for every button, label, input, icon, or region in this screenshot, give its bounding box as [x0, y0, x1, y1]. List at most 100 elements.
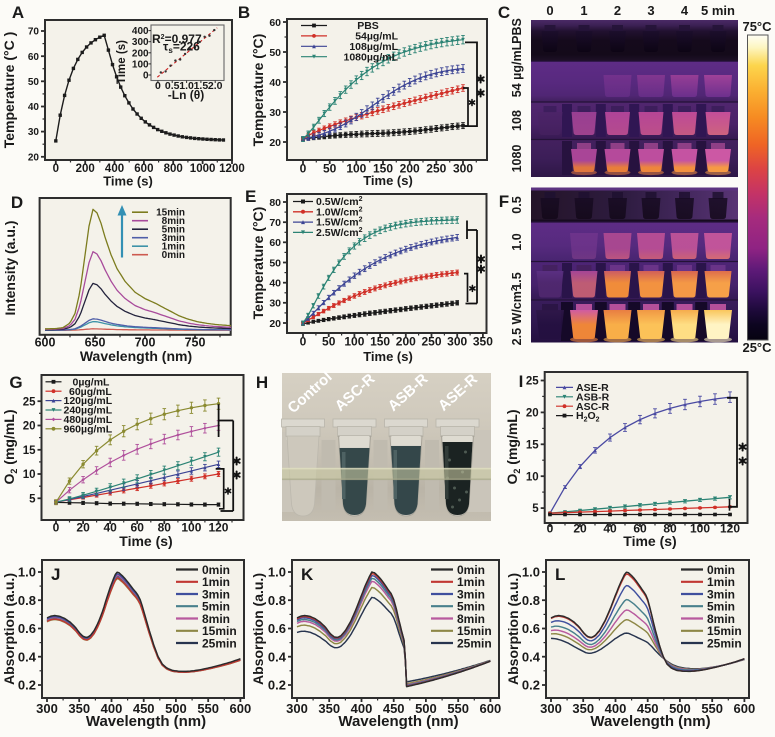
svg-text:0.2: 0.2	[18, 678, 36, 693]
svg-text:1.0: 1.0	[522, 565, 540, 580]
svg-text:O2 (mg/mL): O2 (mg/mL)	[504, 409, 522, 484]
svg-text:Wavelength (nm): Wavelength (nm)	[86, 713, 206, 730]
svg-text:0: 0	[155, 80, 161, 92]
svg-text:350: 350	[68, 701, 90, 716]
svg-text:0.8: 0.8	[522, 593, 540, 608]
svg-text:25min: 25min	[457, 636, 492, 650]
svg-text:500: 500	[669, 701, 691, 716]
svg-text:120: 120	[208, 521, 228, 535]
svg-text:0: 0	[53, 521, 60, 535]
svg-text:0min: 0min	[457, 563, 485, 577]
svg-text:600: 600	[35, 335, 56, 349]
svg-text:1min: 1min	[202, 575, 230, 589]
svg-text:Temperature (°C): Temperature (°C)	[250, 34, 266, 147]
svg-text:C: C	[498, 3, 510, 22]
svg-text:500: 500	[415, 701, 437, 716]
svg-text:40: 40	[28, 102, 40, 113]
svg-text:54µg/mL: 54µg/mL	[355, 31, 398, 43]
svg-text:0min: 0min	[202, 563, 230, 577]
svg-text:0.8: 0.8	[18, 593, 36, 608]
svg-text:400: 400	[351, 701, 373, 716]
svg-text:0: 0	[546, 3, 553, 18]
svg-text:Time (s): Time (s)	[363, 349, 413, 364]
svg-text:450: 450	[383, 701, 405, 716]
svg-text:5min: 5min	[457, 600, 485, 614]
svg-text:20: 20	[526, 408, 539, 420]
svg-text:0.2: 0.2	[268, 678, 286, 693]
svg-text:30: 30	[269, 298, 281, 310]
svg-text:1000: 1000	[190, 163, 216, 175]
svg-text:1: 1	[580, 3, 587, 18]
svg-text:54 µg/mL: 54 µg/mL	[510, 42, 524, 97]
svg-text:40: 40	[603, 522, 617, 536]
svg-text:600: 600	[134, 163, 153, 175]
svg-text:400: 400	[105, 163, 124, 175]
svg-text:20: 20	[28, 152, 40, 163]
svg-text:H2O2: H2O2	[576, 410, 600, 424]
svg-text:600: 600	[480, 701, 502, 716]
svg-text:5: 5	[532, 503, 539, 515]
svg-text:1.0: 1.0	[18, 565, 36, 580]
svg-text:R2=0.977: R2=0.977	[152, 32, 202, 46]
svg-text:I: I	[519, 372, 524, 391]
svg-text:60: 60	[28, 52, 40, 63]
svg-text:100: 100	[344, 335, 364, 349]
svg-text:60: 60	[269, 17, 281, 29]
svg-text:Intensity (a.u.): Intensity (a.u.)	[2, 221, 18, 316]
svg-text:550: 550	[701, 701, 723, 716]
svg-text:D: D	[11, 193, 23, 212]
svg-text:Time (s): Time (s)	[623, 533, 676, 549]
svg-text:1min: 1min	[457, 575, 485, 589]
svg-text:0.5: 0.5	[165, 80, 180, 92]
svg-text:0.6: 0.6	[522, 621, 540, 636]
svg-text:0: 0	[143, 71, 149, 82]
svg-text:ASB-R: ASB-R	[576, 391, 610, 403]
svg-text:Temperature (°C ): Temperature (°C )	[1, 32, 17, 149]
svg-text:20: 20	[76, 521, 90, 535]
svg-text:0.6: 0.6	[268, 621, 286, 636]
svg-text:5 min: 5 min	[701, 3, 735, 18]
svg-text:ASC-R: ASC-R	[576, 401, 610, 413]
svg-text:40: 40	[269, 277, 281, 289]
svg-text:Time (s): Time (s)	[116, 40, 128, 84]
svg-text:100: 100	[181, 521, 201, 535]
svg-text:750: 750	[185, 335, 206, 349]
svg-text:1080µg/mL: 1080µg/mL	[344, 51, 399, 63]
svg-text:150: 150	[370, 335, 390, 349]
svg-text:600: 600	[230, 701, 252, 716]
svg-text:200: 200	[396, 335, 416, 349]
svg-text:80: 80	[663, 522, 677, 536]
svg-text:1080: 1080	[510, 145, 524, 173]
svg-text:50: 50	[28, 77, 40, 88]
svg-text:Time (s): Time (s)	[103, 174, 153, 189]
svg-text:300: 300	[132, 37, 149, 48]
svg-text:0.4: 0.4	[268, 649, 287, 664]
svg-text:30: 30	[28, 127, 40, 138]
svg-text:25: 25	[23, 396, 36, 408]
svg-text:8min: 8min	[707, 612, 735, 626]
svg-text:E: E	[245, 187, 256, 206]
svg-text:15: 15	[23, 445, 36, 457]
svg-text:75°C: 75°C	[742, 19, 772, 34]
svg-text:25min: 25min	[202, 636, 237, 650]
svg-text:70: 70	[269, 217, 281, 229]
svg-text:40: 40	[103, 521, 117, 535]
svg-text:0.8: 0.8	[268, 593, 286, 608]
svg-text:5min: 5min	[202, 600, 230, 614]
svg-text:250: 250	[421, 335, 441, 349]
svg-text:L: L	[555, 565, 565, 584]
svg-text:4: 4	[681, 3, 689, 18]
svg-text:8min: 8min	[202, 612, 230, 626]
svg-text:2.0: 2.0	[208, 80, 223, 92]
svg-text:40: 40	[269, 77, 281, 89]
svg-text:25: 25	[526, 376, 539, 388]
svg-text:50: 50	[323, 162, 337, 176]
svg-text:1.5: 1.5	[194, 80, 209, 92]
svg-text:20: 20	[269, 137, 281, 149]
svg-text:H: H	[256, 373, 268, 392]
svg-text:15min: 15min	[457, 624, 492, 638]
svg-text:70: 70	[28, 27, 40, 38]
svg-text:240µg/mL: 240µg/mL	[64, 405, 113, 417]
svg-text:Time (s): Time (s)	[363, 173, 413, 188]
svg-text:300: 300	[540, 701, 562, 716]
